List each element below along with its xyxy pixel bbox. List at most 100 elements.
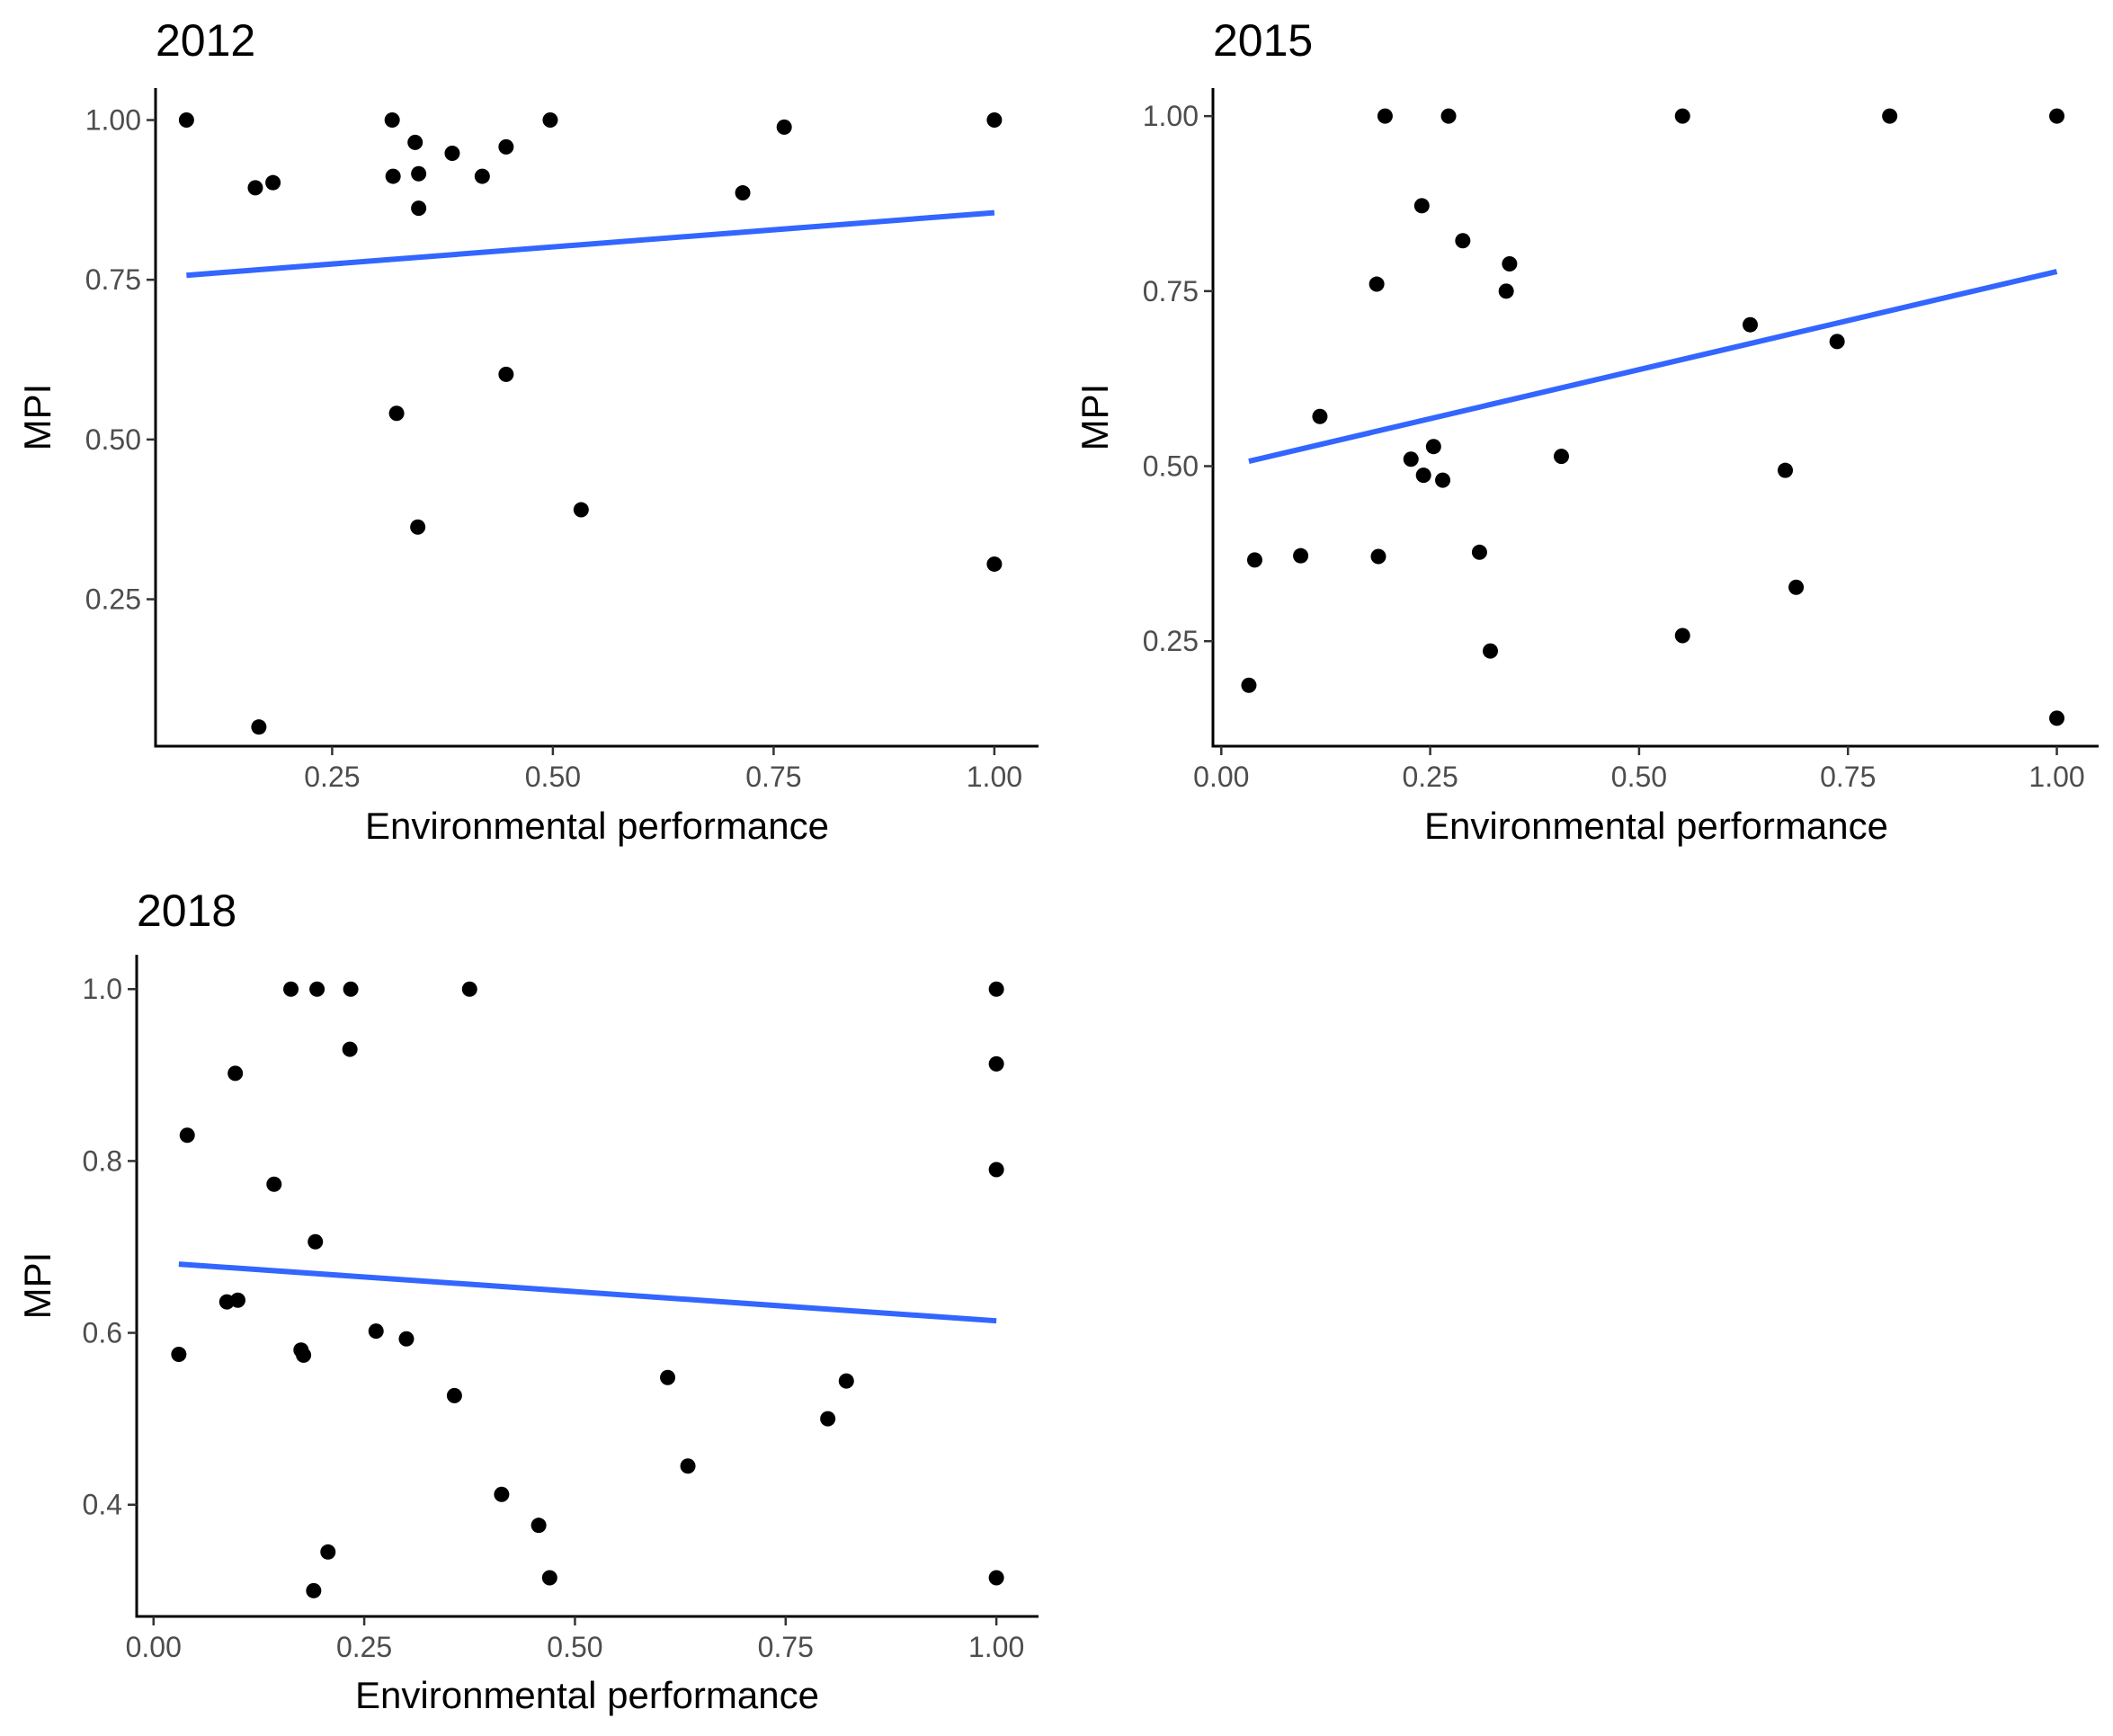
data-point — [411, 165, 427, 182]
y-tick-label: 0.25 — [85, 583, 141, 616]
data-point — [1455, 233, 1471, 249]
trend-line — [178, 1261, 997, 1324]
data-point — [309, 981, 325, 997]
data-point — [1498, 283, 1514, 299]
data-point — [1674, 108, 1690, 124]
data-point — [1788, 579, 1805, 595]
data-point — [343, 981, 359, 997]
data-point — [988, 1570, 1004, 1586]
y-tick-label: 0.8 — [83, 1144, 122, 1177]
data-point — [398, 1331, 415, 1347]
axis-ticks: 0.00 0.25 0.50 0.75 1.00 0.4 0.6 0.8 1.0 — [83, 973, 1025, 1663]
data-point — [283, 981, 299, 997]
data-point — [1241, 677, 1257, 693]
data-point — [179, 1127, 195, 1144]
x-tick-label: 1.00 — [2028, 761, 2084, 793]
data-point — [2049, 108, 2065, 124]
data-point — [171, 1346, 187, 1362]
data-point — [1829, 334, 1845, 350]
data-point — [986, 112, 1003, 129]
x-tick-label: 1.00 — [968, 1631, 1024, 1663]
panel-2018: 2018 0.00 0.25 0.50 0.75 1.00 0.4 0.6 0.8 1.0 En… — [16, 886, 1039, 1716]
y-tick-label: 0.50 — [85, 423, 141, 456]
data-point — [368, 1323, 384, 1340]
data-point — [1415, 467, 1431, 484]
data-point — [265, 174, 281, 191]
data-point — [308, 1233, 324, 1250]
data-point — [820, 1411, 836, 1427]
panel-title: 2012 — [156, 15, 255, 66]
x-tick-label: 0.00 — [126, 1631, 182, 1663]
data-point — [461, 981, 477, 997]
x-tick-label: 0.75 — [1820, 761, 1876, 793]
y-tick-label: 1.0 — [83, 973, 122, 1005]
trend-line — [186, 209, 995, 279]
data-point — [1370, 548, 1386, 565]
data-point — [2049, 710, 2065, 726]
plot-area — [178, 112, 1003, 735]
data-point — [410, 519, 426, 535]
data-point — [1413, 198, 1430, 214]
data-point — [988, 981, 1004, 997]
data-point — [776, 119, 792, 135]
y-tick-label: 0.75 — [85, 263, 141, 296]
trend-line — [1248, 269, 2058, 464]
data-point — [1502, 255, 1518, 272]
data-point — [411, 200, 427, 217]
data-point — [1312, 408, 1328, 424]
x-tick-label: 0.75 — [758, 1631, 814, 1663]
x-tick-label: 0.75 — [745, 761, 801, 793]
panel-2012: 2012 0.25 0.50 0.75 1.00 0.25 0.50 0.75 1.00 En… — [16, 15, 1039, 847]
data-point — [1743, 316, 1759, 333]
data-point — [1369, 276, 1385, 292]
y-tick-label: 0.75 — [1143, 275, 1199, 307]
data-point — [541, 1570, 557, 1586]
x-axis-title: Environmental performance — [1424, 805, 1888, 847]
data-point — [735, 185, 751, 201]
y-axis-title: MPI — [16, 1252, 58, 1320]
data-point — [296, 1347, 312, 1363]
data-point — [446, 1387, 462, 1403]
data-point — [384, 112, 400, 129]
data-point — [385, 168, 401, 184]
x-tick-label: 0.25 — [304, 761, 360, 793]
y-tick-label: 0.50 — [1143, 450, 1199, 483]
data-point — [342, 1041, 358, 1057]
data-point — [530, 1518, 547, 1534]
data-point — [306, 1582, 322, 1598]
data-point — [407, 134, 423, 150]
data-point — [494, 1486, 510, 1502]
panel-title: 2015 — [1213, 15, 1313, 66]
data-point — [988, 1162, 1004, 1178]
data-point — [498, 366, 514, 382]
data-point — [444, 145, 460, 161]
data-point — [1377, 108, 1393, 124]
data-point — [388, 405, 405, 422]
data-point — [1882, 108, 1898, 124]
x-tick-label: 0.50 — [1611, 761, 1667, 793]
data-point — [542, 112, 558, 129]
x-tick-label: 1.00 — [967, 761, 1022, 793]
x-tick-label: 0.50 — [525, 761, 581, 793]
data-point — [1246, 552, 1262, 568]
y-tick-label: 1.00 — [85, 104, 141, 137]
data-point — [1293, 548, 1309, 564]
x-tick-label: 0.50 — [547, 1631, 602, 1663]
data-point — [474, 168, 490, 184]
data-point — [986, 556, 1003, 572]
plot-area — [1241, 108, 2065, 726]
data-point — [1435, 472, 1451, 488]
data-point — [573, 502, 589, 518]
x-axis-title: Environmental performance — [365, 805, 829, 847]
y-tick-label: 1.00 — [1143, 100, 1199, 132]
x-tick-label: 0.00 — [1193, 761, 1249, 793]
x-tick-label: 0.25 — [336, 1631, 392, 1663]
axis-ticks: 0.25 0.50 0.75 1.00 0.25 0.50 0.75 1.00 — [85, 104, 1022, 793]
data-point — [1440, 108, 1457, 124]
data-point — [229, 1292, 245, 1308]
data-point — [1778, 462, 1794, 478]
panel-title: 2018 — [137, 886, 236, 936]
data-point — [178, 112, 194, 129]
